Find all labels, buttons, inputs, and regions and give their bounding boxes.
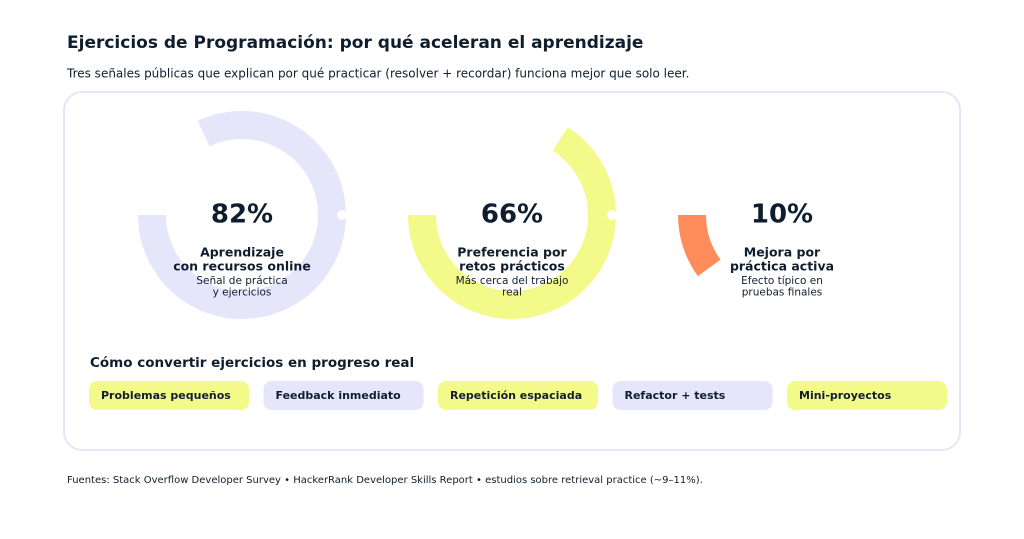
step-label: Feedback inmediato xyxy=(276,389,402,402)
step-pill xyxy=(89,381,249,410)
gauge-label: con recursos online xyxy=(173,259,311,274)
gauge-label: Aprendizaje xyxy=(200,245,284,260)
step-label: Problemas pequeños xyxy=(101,389,231,402)
title: Ejercicios de Programación: por qué acel… xyxy=(67,33,643,53)
gauge-note: Efecto típico en xyxy=(741,275,823,287)
gauge-note: pruebas finales xyxy=(742,287,823,299)
step-pill xyxy=(612,381,773,410)
gauge-label: retos prácticos xyxy=(459,259,565,274)
footer: Fuentes: Stack Overflow Developer Survey… xyxy=(67,475,703,486)
subtitle: Tres señales públicas que explican por q… xyxy=(66,67,689,81)
step-pill xyxy=(787,381,947,410)
gauge-label: Mejora por xyxy=(744,245,821,260)
step-label: Repetición espaciada xyxy=(450,389,582,402)
step-label: Refactor + tests xyxy=(625,389,726,402)
gauge-value: 82% xyxy=(211,200,273,230)
gauge-dot xyxy=(877,210,887,220)
gauge-arc xyxy=(138,111,346,319)
steps-title: Cómo convertir ejercicios en progreso re… xyxy=(90,355,414,371)
gauge-note: Señal de práctica xyxy=(196,275,287,287)
gauge-dot xyxy=(607,210,617,220)
gauge-arc xyxy=(408,127,616,319)
gauge-arc xyxy=(678,214,721,277)
gauge-note: real xyxy=(502,287,522,299)
step-pill xyxy=(438,381,598,410)
gauge-value: 10% xyxy=(751,200,813,230)
step-pill xyxy=(263,381,424,410)
step-label: Mini-proyectos xyxy=(799,389,892,402)
gauge-note: y ejercicios xyxy=(213,287,272,299)
gauge-dot xyxy=(337,210,347,220)
gauge-label: Preferencia por xyxy=(457,245,567,260)
gauge-note: Más cerca del trabajo xyxy=(456,275,569,287)
gauge-label: práctica activa xyxy=(730,259,834,274)
panel xyxy=(63,91,961,451)
gauge-value: 66% xyxy=(481,200,543,230)
